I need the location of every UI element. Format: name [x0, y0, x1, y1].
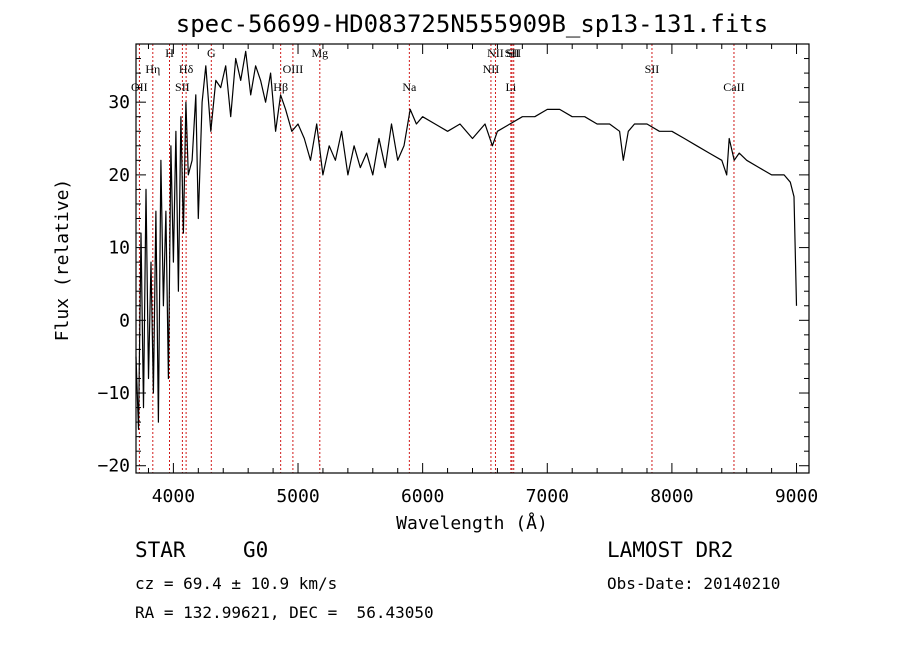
- redshift-velocity: cz = 69.4 ± 10.9 km/s: [135, 574, 338, 593]
- x-tick-label: 4000: [152, 486, 195, 507]
- y-tick-label: −10: [97, 383, 130, 404]
- line-label: G: [207, 46, 216, 60]
- line-label: Mg: [311, 46, 328, 60]
- y-axis-label: Flux (relative): [52, 179, 73, 342]
- subclass: G0: [243, 538, 269, 562]
- line-label: CaII: [723, 80, 744, 94]
- spectrum-line: [135, 50, 798, 430]
- object-type: STAR: [135, 538, 186, 562]
- x-tick-label: 5000: [276, 486, 319, 507]
- observation-date: Obs-Date: 20140210: [607, 574, 781, 593]
- plot-frame: [135, 43, 810, 474]
- coordinates: RA = 132.99621, DEC = 56.43050: [135, 603, 434, 622]
- line-label: SII: [506, 46, 521, 60]
- y-axis: −20 −10 0 10 20 30: [97, 58, 809, 477]
- line-label: Hη: [145, 62, 160, 76]
- line-label: Hβ: [273, 80, 288, 94]
- x-tick-label: 8000: [650, 486, 693, 507]
- x-tick-label: 7000: [526, 486, 569, 507]
- x-tick-label: 9000: [775, 486, 818, 507]
- line-label: NII: [487, 46, 504, 60]
- line-label: H: [165, 46, 174, 60]
- x-axis: 4000 5000 6000 7000 8000 9000: [147, 44, 818, 507]
- spectral-line-markers: [138, 44, 735, 473]
- y-tick-label: 30: [108, 92, 130, 113]
- chart-title: spec-56699-HD083725N555909B_sp13-131.fit…: [176, 10, 768, 38]
- line-label: SII: [505, 46, 520, 60]
- line-label: SII: [175, 80, 190, 94]
- line-label: OII: [131, 80, 148, 94]
- y-tick-label: 10: [108, 238, 130, 259]
- x-tick-label: 6000: [401, 486, 444, 507]
- line-label: Na: [402, 80, 417, 94]
- survey-name: LAMOST DR2: [607, 538, 734, 562]
- line-label: Hδ: [179, 62, 194, 76]
- line-label: OIII: [283, 62, 304, 76]
- y-tick-label: 20: [108, 165, 130, 186]
- x-axis-label: Wavelength (Å): [396, 512, 548, 534]
- line-label: Li: [506, 80, 517, 94]
- y-tick-label: 0: [119, 310, 130, 331]
- y-tick-label: −20: [97, 456, 130, 477]
- line-label: NII: [483, 62, 500, 76]
- line-label: SII: [645, 62, 660, 76]
